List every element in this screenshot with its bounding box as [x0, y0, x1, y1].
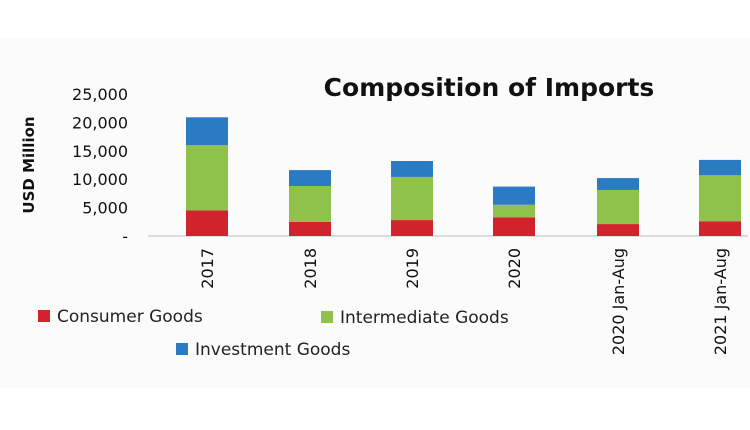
y-tick-label: 25,000 — [72, 85, 128, 104]
x-tick-label: 2018 — [301, 248, 320, 289]
bar-segment — [289, 186, 331, 222]
x-tick-label: 2017 — [198, 248, 217, 289]
x-tick-label: 2021 Jan-Aug — [711, 248, 730, 355]
y-tick-label: 20,000 — [72, 113, 128, 132]
y-tick-label: - — [122, 227, 128, 246]
bar-segment — [493, 186, 535, 205]
bar-segment — [597, 178, 639, 190]
bar-segment — [493, 204, 535, 218]
legend-swatch — [321, 311, 333, 323]
bar-segment — [391, 220, 433, 236]
bar-segment — [597, 189, 639, 225]
legend-label: Consumer Goods — [57, 307, 203, 327]
bar-segment — [289, 170, 331, 187]
bar-segment — [186, 145, 228, 211]
chart-title: Composition of Imports — [324, 73, 655, 102]
bar-segment — [289, 221, 331, 236]
bar-segment — [699, 159, 741, 176]
y-axis-title: USD Million — [20, 116, 38, 213]
x-tick-label: 2020 — [505, 248, 524, 289]
bar-segment — [597, 224, 639, 236]
bar-segment — [699, 175, 741, 222]
bar-segment — [699, 221, 741, 236]
bar-segment — [186, 117, 228, 146]
legend-swatch — [176, 343, 188, 355]
y-tick-label: 5,000 — [82, 199, 128, 218]
bar-segment — [493, 217, 535, 236]
legend-label: Intermediate Goods — [340, 308, 509, 328]
legend-label: Investment Goods — [195, 340, 350, 360]
y-tick-label: 10,000 — [72, 170, 128, 189]
x-tick-label: 2019 — [403, 248, 422, 289]
bar-segment — [391, 176, 433, 221]
x-tick-label: 2020 Jan-Aug — [609, 248, 628, 355]
bar-segment — [391, 161, 433, 177]
bar-segment — [186, 210, 228, 236]
y-tick-label: 15,000 — [72, 142, 128, 161]
legend-swatch — [38, 310, 50, 322]
